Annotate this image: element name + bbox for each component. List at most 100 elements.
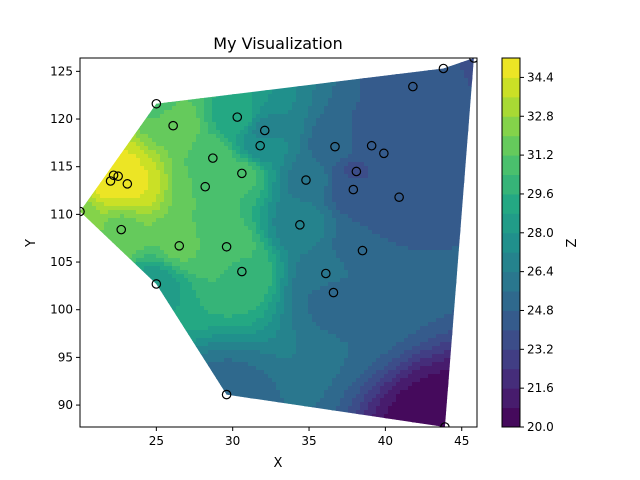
contour-cell [104,130,109,135]
contour-cell [196,182,201,187]
contour-cell [160,418,165,423]
contour-cell [100,298,105,303]
contour-cell [188,98,193,103]
contour-cell [132,234,137,239]
contour-cell [196,134,201,139]
contour-cell [128,238,133,243]
contour-cell [168,298,173,303]
contour-cell [288,242,293,247]
contour-cell [112,242,117,247]
contour-cell [168,206,173,211]
contour-cell [120,314,125,319]
contour-cell [264,326,269,331]
contour-cell [248,382,253,387]
contour-cell [148,422,153,427]
contour-cell [180,258,185,263]
contour-cell [212,122,217,127]
contour-cell [200,130,205,135]
contour-cell [100,214,105,219]
contour-cell [272,286,277,291]
contour-cell [252,310,257,315]
contour-cell [132,170,137,175]
contour-cell [204,138,209,143]
contour-cell [92,230,97,235]
contour-cell [152,386,157,391]
contour-cell [220,66,225,71]
contour-cell [96,178,101,183]
contour-cell [84,74,89,79]
contour-cell [128,322,133,327]
contour-cell [252,318,257,323]
contour-cell [284,106,289,111]
contour-cell [292,218,297,223]
contour-cell [228,106,233,111]
contour-cell [232,70,237,75]
contour-cell [280,178,285,183]
contour-cell [244,310,249,315]
contour-cell [264,386,269,391]
contour-cell [148,230,153,235]
contour-cell [268,354,273,359]
contour-cell [100,238,105,243]
contour-cell [152,62,157,67]
contour-cell [232,58,237,63]
contour-cell [256,378,261,383]
contour-cell [212,210,217,215]
contour-cell [108,390,113,395]
contour-cell [224,138,229,143]
contour-cell [180,214,185,219]
contour-cell [184,402,189,407]
contour-cell [220,378,225,383]
contour-cell [120,250,125,255]
contour-cell [180,326,185,331]
contour-cell [160,266,165,271]
contour-cell [240,294,245,299]
contour-cell [256,410,261,415]
contour-cell [228,238,233,243]
contour-cell [188,294,193,299]
contour-cell [276,362,281,367]
contour-cell [220,354,225,359]
contour-cell [92,182,97,187]
contour-cell [252,322,257,327]
contour-cell [288,62,293,67]
contour-cell [220,398,225,403]
contour-cell [272,354,277,359]
contour-cell [220,198,225,203]
contour-cell [216,278,221,283]
contour-cell [192,418,197,423]
contour-cell [160,134,165,139]
contour-cell [88,154,93,159]
contour-cell [88,266,93,271]
contour-cell [208,282,213,287]
contour-cell [184,150,189,155]
contour-cell [188,314,193,319]
contour-cell [164,314,169,319]
contour-cell [112,366,117,371]
contour-cell [204,402,209,407]
contour-cell [248,266,253,271]
contour-cell [292,318,297,323]
contour-cell [116,194,121,199]
contour-cell [144,322,149,327]
contour-cell [148,266,153,271]
contour-cell [192,94,197,99]
contour-cell [276,374,281,379]
contour-cell [92,366,97,371]
contour-cell [128,154,133,159]
contour-cell [160,314,165,319]
contour-cell [180,142,185,147]
contour-cell [172,282,177,287]
contour-cell [148,154,153,159]
contour-cell [180,374,185,379]
contour-cell [144,334,149,339]
contour-cell [84,94,89,99]
contour-cell [188,254,193,259]
contour-cell [232,294,237,299]
contour-cell [224,278,229,283]
contour-cell [124,134,129,139]
contour-cell [284,198,289,203]
contour-cell [248,262,253,267]
contour-cell [124,274,129,279]
contour-cell [120,270,125,275]
